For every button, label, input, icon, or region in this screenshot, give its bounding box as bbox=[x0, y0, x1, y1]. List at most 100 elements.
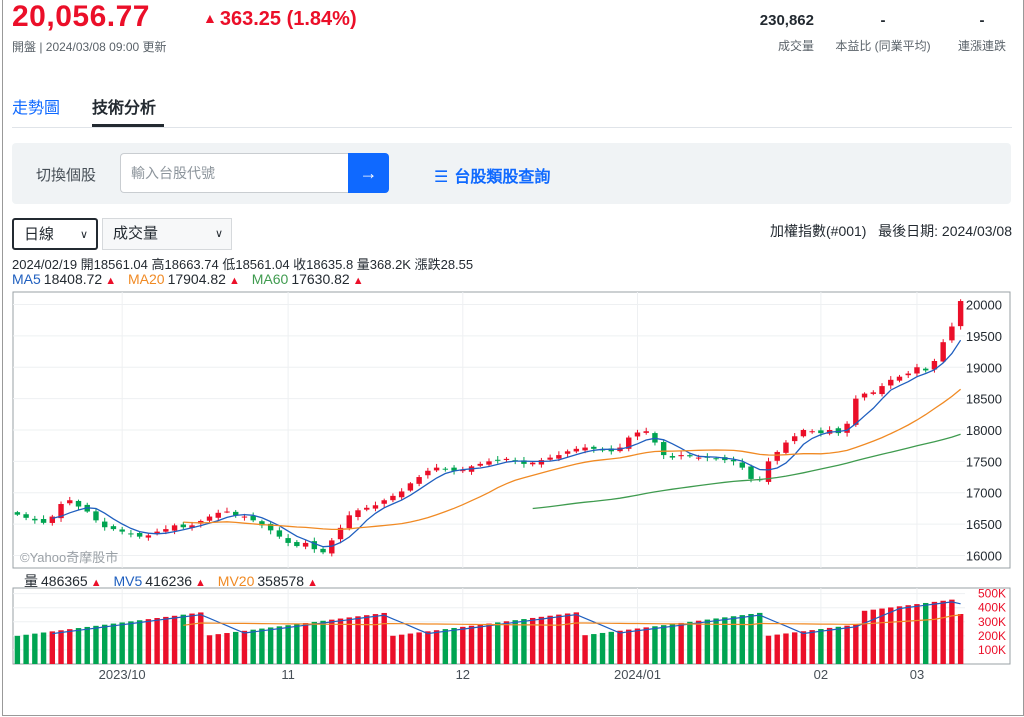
volume-bar bbox=[14, 635, 21, 664]
candle bbox=[23, 512, 29, 521]
candle bbox=[381, 498, 387, 508]
candle-body bbox=[695, 457, 702, 459]
up-triangle-icon: ▲ bbox=[105, 275, 117, 287]
volume-bar bbox=[800, 631, 807, 664]
candle-body bbox=[809, 431, 815, 433]
ma60-line bbox=[532, 433, 961, 510]
candle bbox=[591, 445, 597, 453]
candle-body bbox=[32, 518, 38, 521]
volume-bar bbox=[58, 630, 64, 664]
up-triangle-icon: ▲ bbox=[307, 577, 318, 589]
candle bbox=[250, 512, 256, 523]
candle-body bbox=[556, 455, 562, 459]
volume-bar bbox=[241, 630, 248, 664]
volume-bar bbox=[486, 623, 492, 664]
volume-bar bbox=[215, 634, 221, 664]
candle bbox=[687, 453, 693, 458]
candle-body bbox=[870, 392, 877, 394]
volume-bar bbox=[870, 609, 877, 664]
category-query-link[interactable]: ☰ 台股類股查詢 bbox=[434, 163, 550, 187]
stat-pe-value: - bbox=[880, 12, 886, 29]
up-triangle-icon: ▲ bbox=[195, 577, 206, 589]
volume-bar bbox=[180, 614, 187, 664]
candle bbox=[905, 370, 911, 378]
update-status: 開盤 | 2024/03/08 09:00 更新 bbox=[12, 40, 167, 54]
volume-bar bbox=[547, 615, 553, 664]
volume-tick-label: 400K bbox=[978, 601, 1006, 615]
candle bbox=[468, 465, 475, 475]
mv20-value: 358578 bbox=[257, 573, 305, 589]
volume-bar bbox=[704, 619, 711, 664]
candle-body bbox=[425, 470, 431, 476]
candle-body bbox=[224, 511, 230, 513]
candle-body bbox=[276, 530, 283, 537]
candle-body bbox=[128, 533, 134, 535]
x-tick-label: 12 bbox=[456, 667, 470, 682]
candle bbox=[896, 374, 903, 383]
candle bbox=[189, 521, 195, 531]
candle bbox=[442, 467, 449, 472]
stat-streak-label: 連漲連跌 bbox=[957, 39, 1006, 53]
candle-body bbox=[660, 442, 667, 456]
candle bbox=[267, 521, 274, 535]
candle bbox=[870, 390, 877, 396]
volume-bar bbox=[136, 620, 143, 664]
candle-body bbox=[818, 430, 824, 434]
volume-bar bbox=[643, 627, 649, 664]
indicator-select[interactable]: 成交量 ∨ bbox=[102, 218, 232, 250]
candle-body bbox=[853, 398, 859, 425]
ma20-label: MA20 bbox=[127, 271, 165, 287]
yahoo-watermark: ©Yahoo奇摩股市 bbox=[20, 550, 118, 565]
candle-body bbox=[835, 428, 842, 434]
volume-bar bbox=[722, 617, 728, 664]
tab-technical[interactable]: 技術分析 bbox=[92, 100, 157, 117]
candle bbox=[634, 429, 641, 441]
index-name: 加權指數(#001) bbox=[770, 223, 867, 239]
candle-body bbox=[320, 548, 326, 553]
volume-bar bbox=[364, 615, 370, 664]
search-submit-button[interactable]: → bbox=[348, 153, 389, 193]
x-tick-label: 2024/01 bbox=[614, 667, 661, 682]
tab-trend[interactable]: 走勢圖 bbox=[12, 100, 61, 117]
x-tick-label: 02 bbox=[814, 667, 828, 682]
volume-bar bbox=[101, 624, 108, 664]
stock-code-input[interactable] bbox=[120, 153, 348, 193]
volume-bar bbox=[879, 608, 885, 664]
volume-bar bbox=[276, 626, 283, 664]
volume-bar bbox=[713, 618, 719, 664]
volume-bar bbox=[110, 623, 117, 664]
stat-volume-label: 成交量 bbox=[777, 39, 814, 53]
volume-bar bbox=[940, 600, 946, 664]
period-select[interactable]: 日線 ∨ bbox=[12, 218, 98, 250]
candle bbox=[14, 510, 21, 516]
volume-panel-border bbox=[12, 587, 1011, 665]
volume-bar bbox=[922, 602, 929, 664]
candle-body bbox=[215, 512, 221, 518]
candle-body bbox=[364, 507, 370, 510]
candle bbox=[233, 509, 239, 518]
candle-body bbox=[922, 368, 929, 371]
candle bbox=[110, 524, 117, 531]
volume-tick-label: 300K bbox=[978, 615, 1006, 629]
candle bbox=[372, 501, 379, 512]
volume-bar bbox=[599, 632, 606, 664]
candle bbox=[171, 523, 178, 535]
candle-body bbox=[337, 527, 344, 540]
volume-bar bbox=[765, 635, 772, 664]
switch-stock-label: 切換個股 bbox=[36, 167, 97, 184]
candle bbox=[774, 450, 780, 465]
volume-bar bbox=[67, 629, 73, 664]
candle bbox=[538, 457, 545, 468]
candle bbox=[416, 474, 422, 487]
candle bbox=[495, 456, 501, 464]
volume-bar bbox=[442, 629, 449, 664]
volume-tick-label: 500K bbox=[978, 587, 1006, 601]
volume-bar bbox=[634, 628, 641, 664]
volume-bar bbox=[529, 617, 536, 664]
volume-bar bbox=[931, 601, 938, 664]
candle-body bbox=[591, 446, 597, 449]
price-volume-chart[interactable]: 16000 16500 17000 17500 18000 18500 19000 19500… bbox=[12, 291, 1012, 691]
candle-body bbox=[626, 437, 632, 449]
candle-body bbox=[40, 519, 47, 523]
candle bbox=[425, 467, 431, 479]
